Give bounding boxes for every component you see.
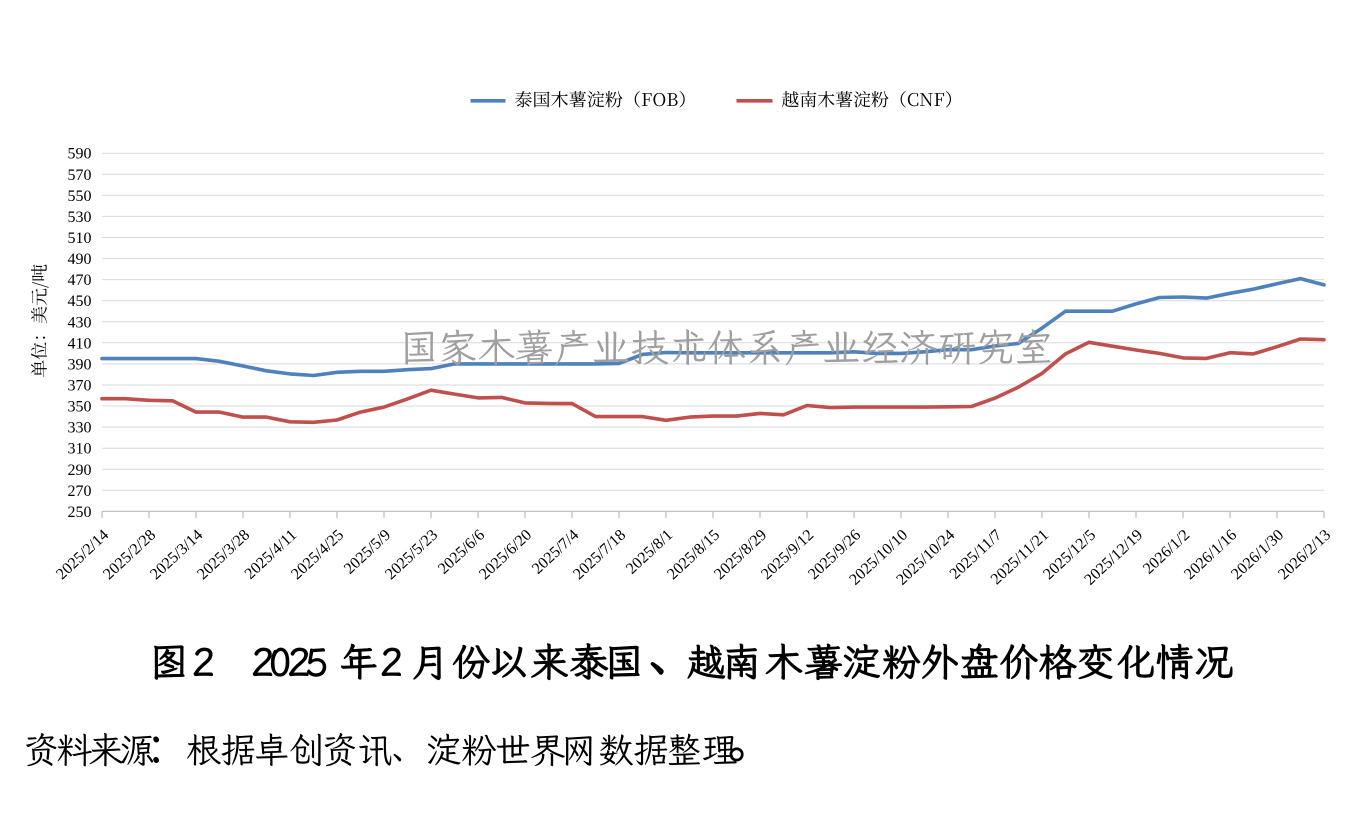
svg-text:330: 330 <box>68 420 92 437</box>
svg-text:450: 450 <box>68 293 92 310</box>
svg-text:390: 390 <box>68 356 92 373</box>
svg-text:570: 570 <box>68 167 92 184</box>
svg-text:590: 590 <box>68 146 92 163</box>
svg-text:410: 410 <box>68 335 92 352</box>
svg-text:550: 550 <box>68 188 92 205</box>
svg-text:350: 350 <box>68 399 92 416</box>
svg-text:370: 370 <box>68 378 92 395</box>
svg-text:310: 310 <box>68 441 92 458</box>
svg-text:2025/6/20: 2025/6/20 <box>476 526 535 583</box>
svg-text:2025/7/18: 2025/7/18 <box>570 526 629 583</box>
svg-text:530: 530 <box>68 209 92 226</box>
svg-text:2025/4/25: 2025/4/25 <box>288 526 347 583</box>
svg-text:510: 510 <box>68 230 92 247</box>
svg-text:430: 430 <box>68 314 92 331</box>
svg-text:270: 270 <box>68 483 92 500</box>
svg-text:490: 490 <box>68 251 92 268</box>
svg-text:290: 290 <box>68 462 92 479</box>
svg-text:2026/2/13: 2026/2/13 <box>1275 526 1334 583</box>
svg-text:470: 470 <box>68 272 92 289</box>
svg-text:250: 250 <box>68 504 92 521</box>
svg-text:2025/5/23: 2025/5/23 <box>382 526 441 583</box>
